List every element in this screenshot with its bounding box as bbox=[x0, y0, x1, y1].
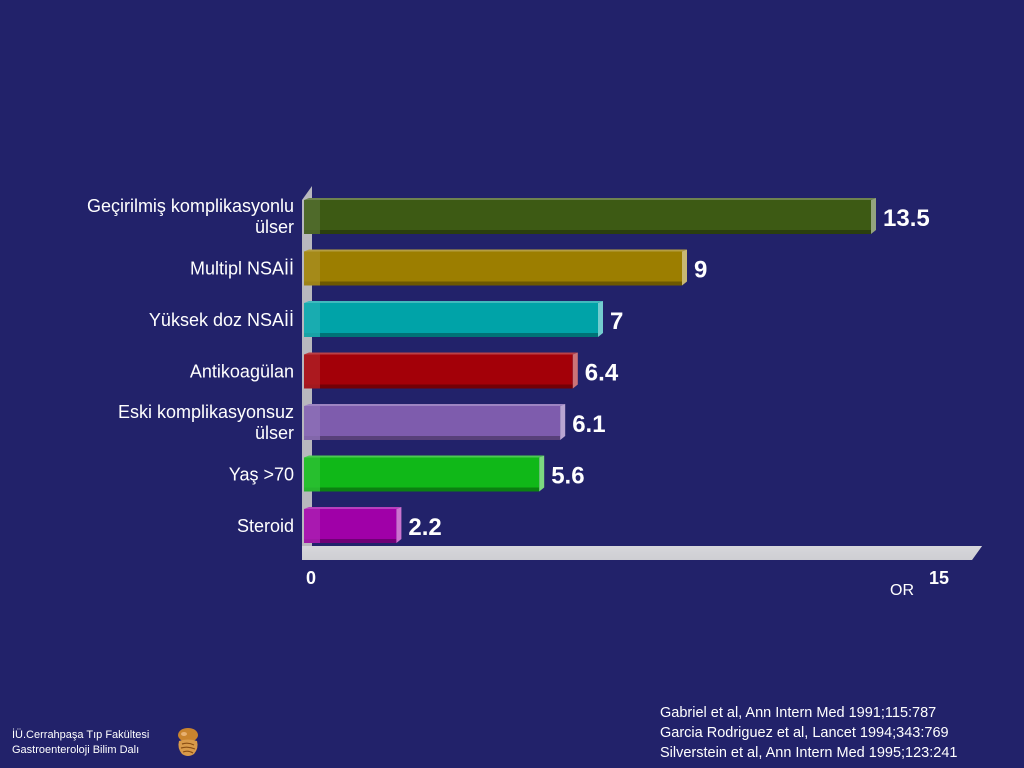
bar-left-bevel bbox=[304, 200, 320, 234]
bar-bottom bbox=[304, 487, 540, 492]
category-label-line: Yüksek doz NSAİİ bbox=[149, 310, 294, 330]
bar-end-cap bbox=[396, 507, 402, 543]
bar-top bbox=[304, 507, 402, 509]
bar-1 bbox=[304, 249, 687, 286]
category-label-line: Antikoagülan bbox=[190, 362, 294, 382]
references-block: Gabriel et al, Ann Intern Med 1991;115:7… bbox=[660, 703, 957, 763]
bar-left-bevel bbox=[304, 406, 320, 440]
bar-bottom bbox=[304, 230, 871, 234]
bar-end-cap bbox=[871, 198, 876, 234]
bar-0 bbox=[304, 198, 876, 234]
bar-face bbox=[304, 200, 871, 234]
bar-end-cap bbox=[682, 249, 687, 286]
institution-footer: İÜ.Cerrahpaşa Tıp Fakültesi Gastroentero… bbox=[12, 728, 149, 758]
category-label-line: Multipl NSAİİ bbox=[190, 259, 294, 279]
digestive-system-icon bbox=[178, 728, 198, 756]
value-label: 2.2 bbox=[408, 514, 441, 541]
bar-bottom bbox=[304, 333, 598, 337]
bar-bottom bbox=[304, 436, 561, 440]
x-tick-15: 15 bbox=[929, 568, 949, 588]
category-label-line: Steroid bbox=[237, 516, 294, 536]
value-label: 7 bbox=[610, 308, 623, 335]
category-label: Yaş >70 bbox=[229, 465, 294, 485]
bar-face bbox=[304, 354, 573, 389]
category-label-line: Geçirilmiş komplikasyonlu bbox=[87, 196, 294, 216]
bar-top bbox=[304, 301, 603, 303]
chart-floor-edge bbox=[302, 546, 982, 560]
value-label: 9 bbox=[694, 257, 707, 284]
category-label-line: ülser bbox=[255, 217, 294, 237]
value-label: 5.6 bbox=[551, 463, 584, 490]
bar-6 bbox=[304, 507, 402, 543]
bar-end-cap bbox=[539, 455, 545, 492]
bar-5 bbox=[304, 455, 545, 492]
bar-bottom bbox=[304, 384, 573, 389]
bar-4 bbox=[304, 404, 566, 440]
bar-top bbox=[304, 455, 545, 458]
category-label-line: ülser bbox=[255, 423, 294, 443]
bar-bottom bbox=[304, 539, 397, 543]
bar-3 bbox=[304, 352, 578, 389]
bar-face bbox=[304, 303, 598, 337]
bar-2 bbox=[304, 301, 603, 337]
category-label: Steroid bbox=[237, 516, 294, 536]
reference-item: Garcia Rodriguez et al, Lancet 1994;343:… bbox=[660, 725, 949, 741]
category-label-line: Eski komplikasyonsuz bbox=[118, 402, 294, 422]
bar-left-bevel bbox=[304, 457, 320, 492]
category-label-line: Yaş >70 bbox=[229, 465, 294, 485]
bar-left-bevel bbox=[304, 509, 320, 543]
x-axis-title: OR bbox=[890, 582, 914, 599]
x-tick-0: 0 bbox=[306, 568, 316, 588]
category-label: Yüksek doz NSAİİ bbox=[149, 310, 294, 330]
value-label: 13.5 bbox=[883, 205, 930, 232]
value-label: 6.1 bbox=[572, 411, 605, 438]
category-label: Multipl NSAİİ bbox=[190, 259, 294, 279]
bar-face bbox=[304, 406, 561, 440]
bar-top bbox=[304, 198, 876, 200]
footer-line-2: Gastroenteroloji Bilim Dalı bbox=[12, 744, 140, 756]
bar-top bbox=[304, 352, 578, 355]
category-label: Eski komplikasyonsuz ülser bbox=[118, 402, 294, 443]
category-label: Geçirilmiş komplikasyonlu ülser bbox=[87, 196, 294, 237]
bar-face bbox=[304, 251, 682, 286]
bar-left-bevel bbox=[304, 303, 320, 337]
value-label: 6.4 bbox=[585, 360, 619, 387]
bar-end-cap bbox=[572, 352, 578, 389]
bar-left-bevel bbox=[304, 354, 320, 389]
bar-end-cap bbox=[560, 404, 566, 440]
bar-face bbox=[304, 457, 540, 492]
reference-item: Silverstein et al, Ann Intern Med 1995;1… bbox=[660, 745, 958, 761]
category-label: Antikoagülan bbox=[190, 362, 294, 382]
bar-end-cap bbox=[598, 301, 603, 337]
reference-item: Gabriel et al, Ann Intern Med 1991;115:7… bbox=[660, 705, 937, 721]
bar-bottom bbox=[304, 281, 682, 286]
bar-top bbox=[304, 404, 566, 406]
bar-top bbox=[304, 249, 687, 252]
bar-left-bevel bbox=[304, 251, 320, 286]
footer-line-1: İÜ.Cerrahpaşa Tıp Fakültesi bbox=[12, 729, 150, 741]
